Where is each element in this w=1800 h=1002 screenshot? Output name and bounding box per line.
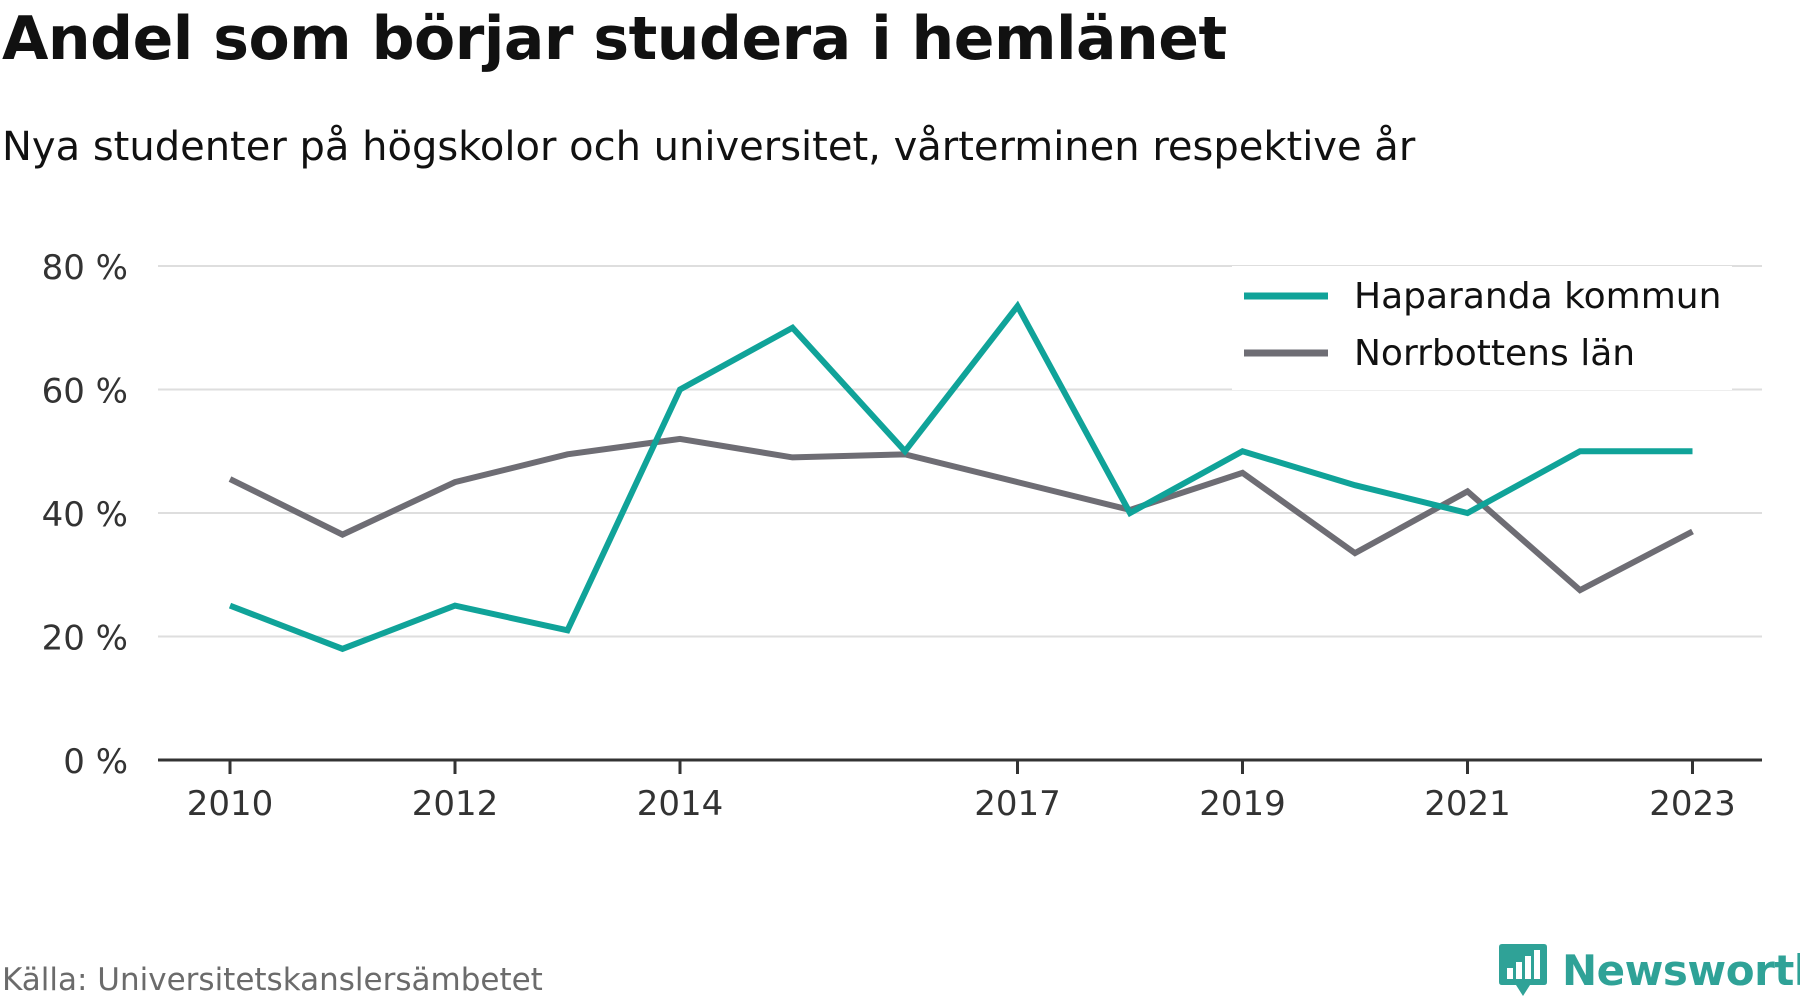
series-line — [228, 435, 1694, 594]
y-tick-label: 40 % — [42, 495, 128, 535]
x-tick-label: 2019 — [1199, 784, 1286, 824]
y-axis: 0 % 20 % 40 % 60 % 80 % — [42, 248, 128, 782]
line-chart: 0 % 20 % 40 % 60 % 80 % 2010 2012 2014 2017 2019… — [42, 248, 1762, 824]
series-lines — [228, 300, 1694, 653]
y-tick-label: 60 % — [42, 372, 128, 412]
x-tick-label: 2017 — [974, 784, 1061, 824]
brand-name: Newsworthy — [1562, 945, 1800, 995]
series-line — [228, 300, 1693, 653]
legend-label: Norrbottens län — [1354, 333, 1635, 374]
x-tick-label: 2010 — [187, 784, 274, 824]
bar-chart-badge-icon — [1499, 944, 1547, 996]
chart-title: Andel som börjar studera i hemlänet — [2, 4, 1227, 74]
y-tick-label: 80 % — [42, 248, 128, 288]
chart-subtitle: Nya studenter på högskolor och universit… — [2, 124, 1416, 170]
x-tick-label: 2023 — [1649, 784, 1736, 824]
x-tick-label: 2021 — [1424, 784, 1511, 824]
source-note: Källa: Universitetskanslersämbetet — [2, 962, 543, 998]
x-axis: 2010 2012 2014 2017 2019 2021 2023 — [158, 758, 1762, 824]
legend-box — [1232, 266, 1732, 390]
y-tick-label: 0 % — [63, 742, 128, 782]
y-tick-label: 20 % — [42, 619, 128, 659]
x-tick-label: 2014 — [637, 784, 724, 824]
brand-logo: Newsworthy — [1498, 938, 1800, 1002]
legend-label: Haparanda kommun — [1354, 276, 1721, 317]
legend: Haparanda kommun Norrbottens län — [1232, 266, 1732, 390]
x-tick-label: 2012 — [412, 784, 499, 824]
